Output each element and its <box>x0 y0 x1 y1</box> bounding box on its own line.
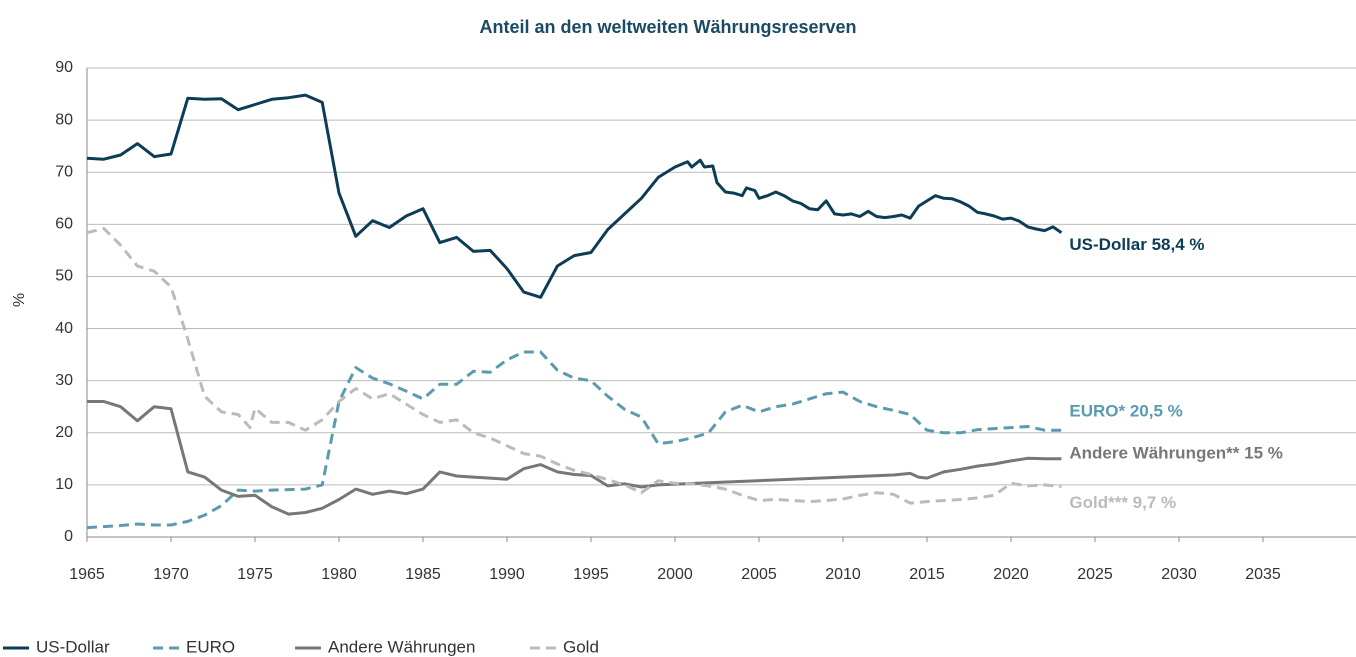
series-line <box>86 93 1063 299</box>
legend-label: Andere Währungen <box>328 637 475 656</box>
y-tick-label: 90 <box>55 59 73 76</box>
legend-label: EURO <box>186 637 235 656</box>
y-tick-label: 10 <box>55 476 73 493</box>
x-tick-label: 1980 <box>321 566 357 583</box>
y-tick-label: 20 <box>55 424 73 441</box>
x-tick-label: 1965 <box>69 566 105 583</box>
x-tick-label: 2025 <box>1077 566 1113 583</box>
x-tick-label: 2030 <box>1161 566 1197 583</box>
end-label: EURO* 20,5 % <box>1069 402 1182 421</box>
x-tick-label: 1970 <box>153 566 189 583</box>
end-label: Andere Währungen** 15 % <box>1069 443 1283 462</box>
y-tick-label: 80 <box>55 111 73 128</box>
legend-label: US-Dollar <box>36 637 110 656</box>
series-line <box>87 400 1062 516</box>
y-tick-label: 70 <box>55 163 73 180</box>
x-tick-label: 2020 <box>993 566 1029 583</box>
x-tick-label: 1975 <box>237 566 273 583</box>
x-tick-label: 2005 <box>741 566 777 583</box>
end-label: US-Dollar 58,4 % <box>1069 235 1204 254</box>
chart-title: Anteil an den weltweiten Währungsreserve… <box>479 17 856 37</box>
x-tick-label: 2035 <box>1245 566 1281 583</box>
x-tick-label: 1990 <box>489 566 525 583</box>
x-tick-label: 2010 <box>825 566 861 583</box>
series-line <box>86 227 1062 505</box>
y-tick-label: 60 <box>55 216 73 233</box>
series-line <box>86 350 1062 530</box>
x-tick-label: 1995 <box>573 566 609 583</box>
y-tick-label: 50 <box>55 268 73 285</box>
y-tick-label: 40 <box>55 320 73 337</box>
y-tick-label: 30 <box>55 372 73 389</box>
legend-label: Gold <box>563 637 599 656</box>
y-axis-label: % <box>11 293 28 307</box>
x-tick-label: 2000 <box>657 566 693 583</box>
end-label: Gold*** 9,7 % <box>1069 493 1176 512</box>
x-tick-label: 2015 <box>909 566 945 583</box>
y-tick-label: 0 <box>64 528 73 545</box>
x-tick-label: 1985 <box>405 566 441 583</box>
